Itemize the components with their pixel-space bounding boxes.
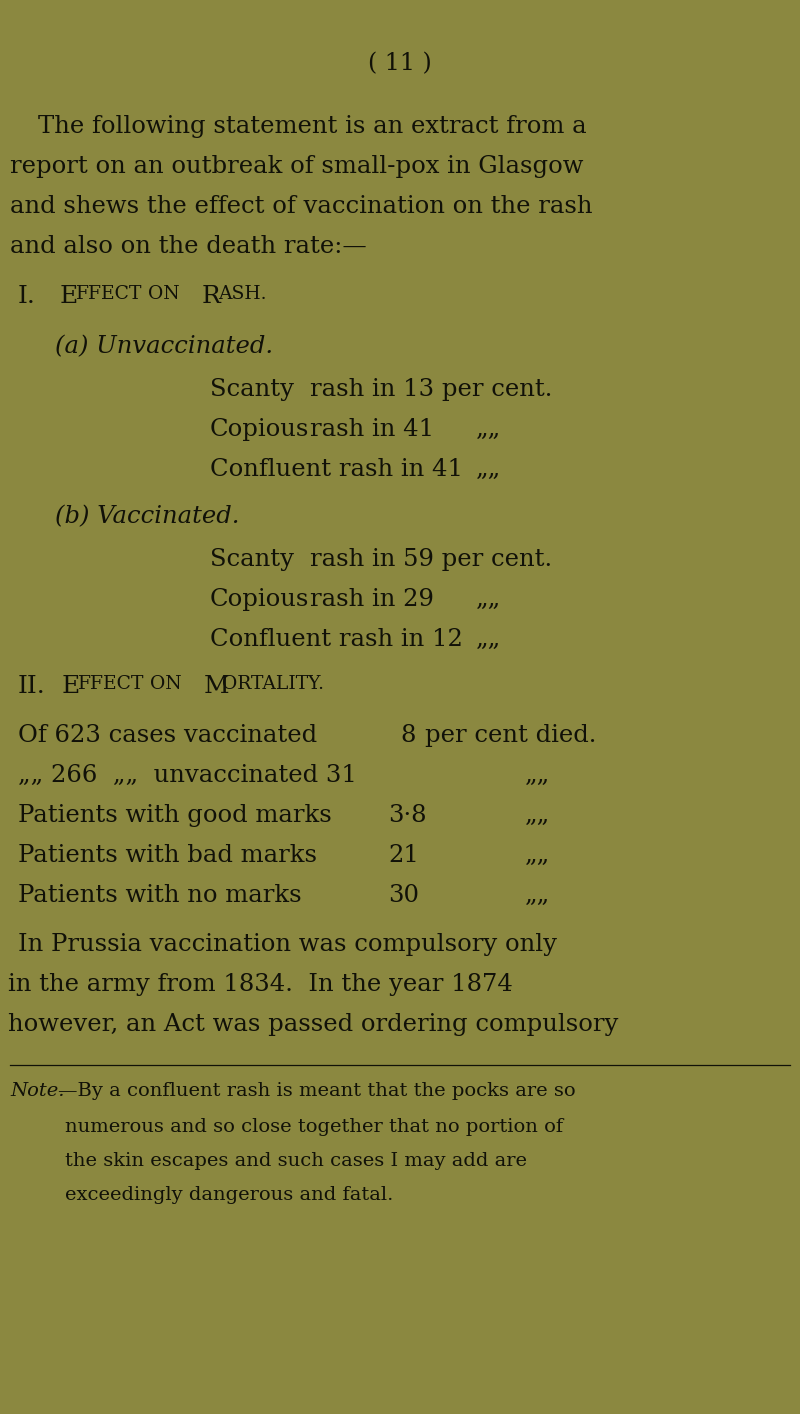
- Text: rash in 41: rash in 41: [310, 419, 434, 441]
- Text: „„: „„: [476, 419, 502, 441]
- Text: per cent died.: per cent died.: [425, 724, 596, 747]
- Text: rash in 59 per cent.: rash in 59 per cent.: [310, 549, 552, 571]
- Text: numerous and so close together that no portion of: numerous and so close together that no p…: [65, 1118, 563, 1135]
- Text: in the army from 1834.  In the year 1874: in the army from 1834. In the year 1874: [8, 973, 513, 995]
- Text: „„: „„: [525, 844, 550, 867]
- Text: FFECT: FFECT: [76, 286, 142, 303]
- Text: Note.: Note.: [10, 1082, 65, 1100]
- Text: rash in 13 per cent.: rash in 13 per cent.: [310, 378, 552, 402]
- Text: ON: ON: [142, 286, 186, 303]
- Text: R: R: [202, 286, 221, 308]
- Text: Scanty: Scanty: [210, 549, 294, 571]
- Text: 8: 8: [400, 724, 415, 747]
- Text: In Prussia vaccination was compulsory only: In Prussia vaccination was compulsory on…: [18, 933, 557, 956]
- Text: Copious: Copious: [210, 419, 310, 441]
- Text: 30: 30: [388, 884, 419, 906]
- Text: I.: I.: [18, 286, 36, 308]
- Text: (b) Vaccinated.: (b) Vaccinated.: [55, 505, 239, 527]
- Text: The following statement is an extract from a: The following statement is an extract fr…: [38, 115, 586, 139]
- Text: „„ 266  „„  unvaccinated 31: „„ 266 „„ unvaccinated 31: [18, 764, 357, 788]
- Text: (a) Unvaccinated.: (a) Unvaccinated.: [55, 335, 273, 358]
- Text: „„: „„: [476, 628, 502, 650]
- Text: Of 623 cases vaccinated: Of 623 cases vaccinated: [18, 724, 317, 747]
- Text: ORTALITY.: ORTALITY.: [222, 674, 324, 693]
- Text: M: M: [204, 674, 230, 699]
- Text: report on an outbreak of small-pox in Glasgow: report on an outbreak of small-pox in Gl…: [10, 156, 583, 178]
- Text: the skin escapes and such cases I may add are: the skin escapes and such cases I may ad…: [65, 1152, 527, 1169]
- Text: ON: ON: [144, 674, 188, 693]
- Text: and also on the death rate:—: and also on the death rate:—: [10, 235, 366, 257]
- Text: FFECT: FFECT: [78, 674, 144, 693]
- Text: „„: „„: [525, 805, 550, 827]
- Text: 21: 21: [388, 844, 419, 867]
- Text: exceedingly dangerous and fatal.: exceedingly dangerous and fatal.: [65, 1186, 394, 1203]
- Text: E: E: [60, 286, 78, 308]
- Text: „„: „„: [525, 764, 550, 788]
- Text: II.: II.: [18, 674, 46, 699]
- Text: E: E: [62, 674, 80, 699]
- Text: however, an Act was passed ordering compulsory: however, an Act was passed ordering comp…: [8, 1012, 618, 1036]
- Text: rash in 29: rash in 29: [310, 588, 434, 611]
- Text: Scanty: Scanty: [210, 378, 294, 402]
- Text: ( 11 ): ( 11 ): [368, 52, 432, 75]
- Text: and shews the effect of vaccination on the rash: and shews the effect of vaccination on t…: [10, 195, 593, 218]
- Text: „„: „„: [476, 458, 502, 481]
- Text: Confluent rash in 41: Confluent rash in 41: [210, 458, 463, 481]
- Text: Patients with bad marks: Patients with bad marks: [18, 844, 317, 867]
- Text: —By a confluent rash is meant that the pocks are so: —By a confluent rash is meant that the p…: [58, 1082, 576, 1100]
- Text: „„: „„: [525, 884, 550, 906]
- Text: Patients with good marks: Patients with good marks: [18, 805, 332, 827]
- Text: 3·8: 3·8: [388, 805, 426, 827]
- Text: Confluent rash in 12: Confluent rash in 12: [210, 628, 463, 650]
- Text: ASH.: ASH.: [218, 286, 266, 303]
- Text: „„: „„: [476, 588, 502, 611]
- Text: Copious: Copious: [210, 588, 310, 611]
- Text: Patients with no marks: Patients with no marks: [18, 884, 302, 906]
